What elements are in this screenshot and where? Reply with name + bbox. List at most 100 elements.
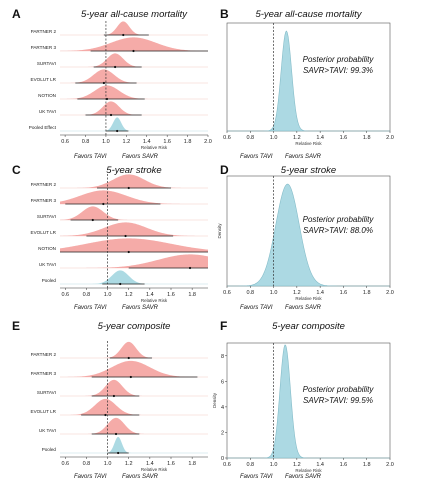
point-estimate (112, 394, 116, 398)
tick-label: 0.8 (83, 461, 91, 467)
favors-savr-label: Favors SAVR (285, 305, 322, 311)
panel-title: 5-year composite (98, 321, 171, 332)
tick-label: 1.0 (104, 292, 112, 298)
point-estimate (127, 186, 130, 190)
tick-label: 1.4 (146, 292, 154, 298)
tick-label: 1.4 (316, 135, 324, 141)
tick-label: 1.8 (363, 135, 371, 141)
study-row: SURTAVI (37, 379, 208, 398)
panel-letter: C (12, 163, 21, 177)
panel-title: 5-year all-cause mortality (81, 9, 188, 20)
tick-label: 2.0 (386, 290, 394, 296)
panel-title: 5-year composite (272, 321, 345, 332)
y-tick-label: 0 (221, 456, 224, 462)
x-axis-label: Relative Risk (141, 467, 168, 472)
posterior-annotation: Posterior probability (303, 215, 375, 224)
point-estimate (105, 97, 109, 101)
study-row: PARTNER 3 (31, 190, 208, 206)
tick-label: 1.6 (340, 290, 348, 296)
tick-label: 1.2 (293, 135, 301, 141)
y-tick-label: 4 (221, 405, 224, 411)
study-label: Pooled Effect (29, 125, 57, 130)
panel-a: A 5-year all-cause mortality PARTNER 2 PART… (12, 7, 212, 160)
study-row: SURTAVI (37, 53, 208, 69)
tick-label: 1.2 (125, 461, 133, 467)
density-hump (60, 21, 208, 35)
x-axis-label: Relative Risk (141, 145, 168, 150)
favors-tavi-label: Favors TAVI (240, 154, 273, 160)
tick-label: 0.8 (246, 290, 254, 296)
tick-label: 0.6 (223, 290, 231, 296)
study-label: EVOLUT LR (31, 230, 57, 235)
density-hump (60, 360, 208, 377)
panel-e: E 5-year composite PARTNER 2 PARTNER 3 SURTA… (12, 319, 208, 480)
density-hump (60, 69, 208, 83)
study-label: SURTAVI (37, 390, 56, 395)
study-label: PARTNER 3 (31, 45, 57, 50)
study-label: Pooled (42, 278, 57, 283)
density-hump (60, 101, 208, 115)
density-hump (60, 436, 208, 453)
favors-savr-label: Favors SAVR (122, 305, 159, 311)
tick-label: 0.6 (223, 135, 231, 141)
study-row: EVOLUT LR (31, 398, 208, 417)
tick-label: 1.8 (363, 290, 371, 296)
x-axis-label: Relative Risk (295, 296, 322, 301)
point-estimate (119, 282, 122, 286)
density-hump (60, 117, 208, 131)
panel-title: 5-year stroke (281, 165, 336, 176)
tick-label: 1.6 (340, 462, 348, 468)
tick-label: 1.4 (143, 139, 151, 145)
favors-tavi-label: Favors TAVI (74, 305, 107, 311)
posterior-annotation: Posterior probability (303, 55, 375, 64)
tick-label: 1.8 (363, 462, 371, 468)
tick-label: 1.2 (123, 139, 131, 145)
point-estimate (117, 451, 120, 455)
point-estimate (127, 250, 130, 254)
favors-savr-label: Favors SAVR (285, 474, 322, 480)
panel-f: F 5-year composite 0.6 0.8 1.0 1.2 1.4 1.6 1.8 2.… (212, 319, 394, 480)
posterior-annotation: Posterior probability (303, 385, 375, 394)
tick-label: 0.6 (61, 139, 69, 145)
density-hump (60, 254, 208, 268)
tick-label: 1.6 (167, 292, 175, 298)
tick-label: 1.2 (293, 462, 301, 468)
y-axis-label: Density (217, 223, 222, 239)
y-axis-label: Density (212, 392, 217, 408)
study-label: PARTNER 2 (31, 352, 57, 357)
tick-label: 1.2 (293, 290, 301, 296)
density-hump (60, 190, 208, 204)
point-estimate (129, 375, 132, 379)
x-axis-label: Relative Risk (295, 141, 322, 146)
study-label: SURTAVI (37, 61, 56, 66)
y-tick-label: 8 (221, 354, 224, 360)
point-estimate (102, 202, 105, 206)
favors-tavi-label: Favors TAVI (240, 474, 273, 480)
density-hump (60, 222, 208, 236)
point-estimate (104, 413, 107, 417)
panel-letter: A (12, 7, 21, 21)
study-row: NOTION (38, 85, 208, 101)
panel-c: C 5-year stroke PARTNER 2 PARTNER 3 SURTAVI E… (12, 163, 208, 311)
tick-label: 1.6 (340, 135, 348, 141)
tick-label: 1.0 (270, 462, 278, 468)
tick-label: 1.4 (146, 461, 154, 467)
tick-label: 1.2 (125, 292, 133, 298)
study-label: EVOLUT LR (31, 77, 57, 82)
density-hump (60, 37, 208, 51)
tick-label: 1.0 (104, 461, 112, 467)
study-row: Pooled Effect (29, 117, 208, 133)
tick-label: 1.0 (270, 290, 278, 296)
study-row: Pooled (42, 436, 208, 455)
point-estimate (109, 113, 113, 117)
x-axis-label: Relative Risk (295, 468, 322, 473)
density-hump (60, 53, 208, 67)
study-label: UK TAVI (39, 428, 56, 433)
panel-title: 5-year stroke (106, 165, 161, 176)
tick-label: 0.8 (82, 139, 90, 145)
point-estimate (127, 356, 130, 360)
study-row: PARTNER 3 (31, 37, 208, 53)
panel-b: B 5-year all-cause mortality 0.6 0.8 1.0 1.2 1… (220, 7, 394, 160)
favors-tavi-label: Favors TAVI (74, 154, 107, 160)
